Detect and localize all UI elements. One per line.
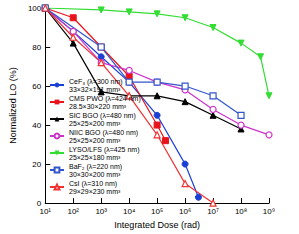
svg-text:10²: 10² <box>67 207 79 216</box>
svg-text:28.5×30×220 mm³: 28.5×30×220 mm³ <box>69 103 127 110</box>
svg-text:NIIC BGO (λ=480 nm): NIIC BGO (λ=480 nm) <box>69 129 138 137</box>
svg-text:10⁷: 10⁷ <box>207 207 219 216</box>
svg-text:10⁹: 10⁹ <box>263 207 275 216</box>
svg-text:CsI (λ=310 nm): CsI (λ=310 nm) <box>69 180 117 188</box>
svg-text:60: 60 <box>32 82 41 91</box>
svg-text:30×30×200 mm³: 30×30×200 mm³ <box>69 171 121 178</box>
svg-text:CeF₃ (λ=300 nm): CeF₃ (λ=300 nm) <box>69 78 123 86</box>
svg-text:25×25×180 mm³: 25×25×180 mm³ <box>69 154 121 161</box>
svg-text:10⁵: 10⁵ <box>151 207 163 216</box>
svg-text:100: 100 <box>28 4 42 13</box>
svg-text:33×32×191 mm³: 33×32×191 mm³ <box>69 86 121 93</box>
svg-text:25×25×200 mm³: 25×25×200 mm³ <box>69 120 121 127</box>
svg-text:Integrated Dose (rad): Integrated Dose (rad) <box>114 220 200 230</box>
svg-text:10⁶: 10⁶ <box>179 207 191 216</box>
svg-text:LYSO/LFS (λ=425 nm): LYSO/LFS (λ=425 nm) <box>69 146 139 154</box>
svg-text:10⁸: 10⁸ <box>235 207 247 216</box>
svg-text:BaF₂ (λ=220 nm): BaF₂ (λ=220 nm) <box>69 163 122 171</box>
svg-text:10³: 10³ <box>95 207 107 216</box>
svg-text:29×29×230 mm³: 29×29×230 mm³ <box>69 188 121 195</box>
svg-text:25×25×200 mm³: 25×25×200 mm³ <box>69 137 121 144</box>
svg-text:Normalized LO (%): Normalized LO (%) <box>8 67 18 144</box>
svg-text:0: 0 <box>36 198 42 208</box>
svg-text:10¹: 10¹ <box>39 207 51 216</box>
svg-text:SIC BGO (λ=480 nm): SIC BGO (λ=480 nm) <box>69 112 136 120</box>
svg-text:20: 20 <box>32 160 41 169</box>
svg-text:80: 80 <box>32 43 41 52</box>
svg-text:10⁴: 10⁴ <box>123 207 136 216</box>
svg-text:CMS PWO (λ=424 nm): CMS PWO (λ=424 nm) <box>69 95 141 103</box>
svg-text:40: 40 <box>32 121 41 130</box>
